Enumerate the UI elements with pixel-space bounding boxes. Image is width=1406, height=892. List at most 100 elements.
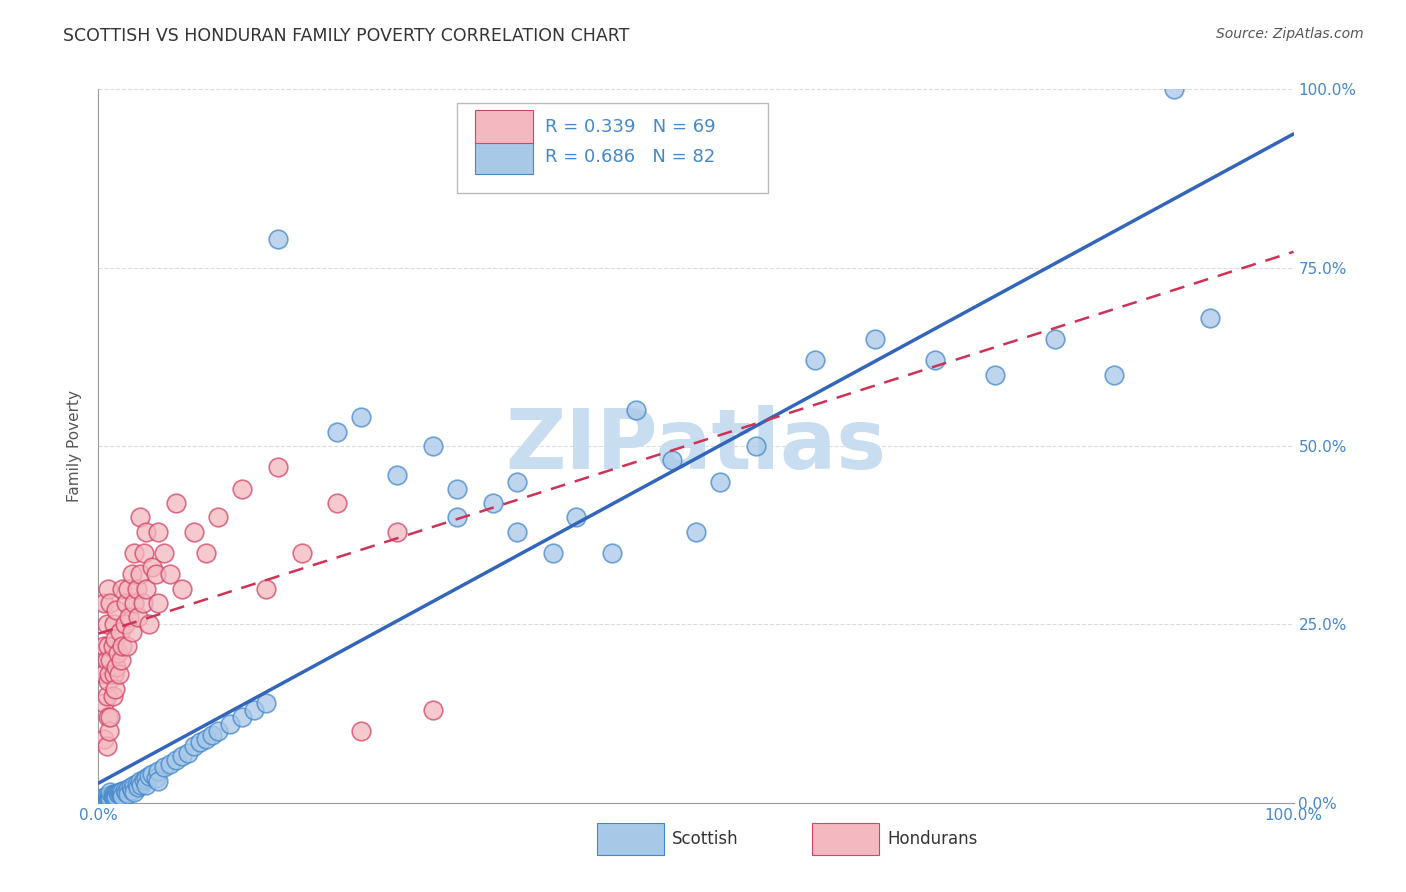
Point xyxy=(159,756,181,771)
Point xyxy=(243,703,266,717)
Point xyxy=(115,785,138,799)
Point xyxy=(446,510,468,524)
Point xyxy=(96,739,118,753)
Point xyxy=(93,794,115,808)
Point xyxy=(135,524,157,539)
Point xyxy=(104,632,127,646)
Point xyxy=(114,617,136,632)
Point xyxy=(159,567,181,582)
Point xyxy=(115,596,138,610)
Point xyxy=(124,778,146,792)
Point xyxy=(93,731,115,746)
Point xyxy=(145,567,167,582)
Point xyxy=(110,653,132,667)
Point xyxy=(101,790,124,805)
Point xyxy=(97,639,120,653)
Point xyxy=(422,703,444,717)
Point xyxy=(105,660,128,674)
Point xyxy=(661,453,683,467)
Point xyxy=(291,546,314,560)
Point xyxy=(165,496,187,510)
Point xyxy=(172,582,194,596)
Point xyxy=(1163,82,1185,96)
Point xyxy=(117,582,139,596)
Point xyxy=(127,610,149,624)
Text: Scottish: Scottish xyxy=(672,830,738,848)
Point xyxy=(127,780,149,794)
Point xyxy=(195,731,218,746)
FancyBboxPatch shape xyxy=(475,111,533,143)
Point xyxy=(129,567,152,582)
Point xyxy=(131,778,153,792)
Point xyxy=(267,232,290,246)
Point xyxy=(98,785,122,799)
Text: ZIPatlas: ZIPatlas xyxy=(506,406,886,486)
Point xyxy=(101,689,124,703)
Point xyxy=(108,785,131,799)
Point xyxy=(254,582,277,596)
Point xyxy=(98,724,121,739)
Point xyxy=(506,524,529,539)
Y-axis label: Family Poverty: Family Poverty xyxy=(67,390,83,502)
Point xyxy=(129,774,152,789)
Point xyxy=(93,596,115,610)
Point xyxy=(207,724,229,739)
Point xyxy=(254,696,277,710)
Point xyxy=(97,710,120,724)
Point xyxy=(148,764,170,778)
Point xyxy=(924,353,946,368)
Point xyxy=(111,789,134,803)
Point xyxy=(141,767,163,781)
Point xyxy=(685,524,707,539)
Point xyxy=(172,749,194,764)
Point xyxy=(111,784,134,798)
Point xyxy=(153,760,176,774)
Point xyxy=(132,546,155,560)
Point xyxy=(148,774,170,789)
Point xyxy=(107,786,129,800)
Point xyxy=(98,653,122,667)
Point xyxy=(124,596,146,610)
Point xyxy=(103,789,125,803)
Text: Hondurans: Hondurans xyxy=(887,830,977,848)
Point xyxy=(101,639,124,653)
Point xyxy=(108,624,131,639)
Point xyxy=(98,792,122,806)
Point xyxy=(141,560,163,574)
Point xyxy=(385,467,409,482)
Point xyxy=(183,739,205,753)
FancyBboxPatch shape xyxy=(475,141,533,174)
FancyBboxPatch shape xyxy=(811,823,879,855)
Point xyxy=(114,783,136,797)
Point xyxy=(124,785,146,799)
Point xyxy=(121,624,143,639)
Text: R = 0.339   N = 69: R = 0.339 N = 69 xyxy=(546,118,716,136)
Point xyxy=(115,639,138,653)
Point xyxy=(267,460,290,475)
Point xyxy=(96,653,118,667)
Point xyxy=(105,603,128,617)
Point xyxy=(153,546,176,560)
Point xyxy=(165,753,187,767)
Point xyxy=(709,475,731,489)
Point xyxy=(111,639,134,653)
Point xyxy=(1104,368,1126,382)
Point xyxy=(350,410,373,425)
Point xyxy=(118,610,141,624)
Point xyxy=(131,596,153,610)
Point xyxy=(103,617,125,632)
Point xyxy=(93,792,115,806)
Point xyxy=(195,546,218,560)
Point xyxy=(107,646,129,660)
Point xyxy=(120,780,142,794)
Point xyxy=(103,667,125,681)
Point xyxy=(93,639,115,653)
Point xyxy=(121,567,143,582)
Point xyxy=(183,524,205,539)
Point xyxy=(93,790,115,805)
FancyBboxPatch shape xyxy=(596,823,664,855)
Text: R = 0.686   N = 82: R = 0.686 N = 82 xyxy=(546,148,716,166)
Point xyxy=(865,332,887,346)
Point xyxy=(117,781,139,796)
Point xyxy=(177,746,200,760)
